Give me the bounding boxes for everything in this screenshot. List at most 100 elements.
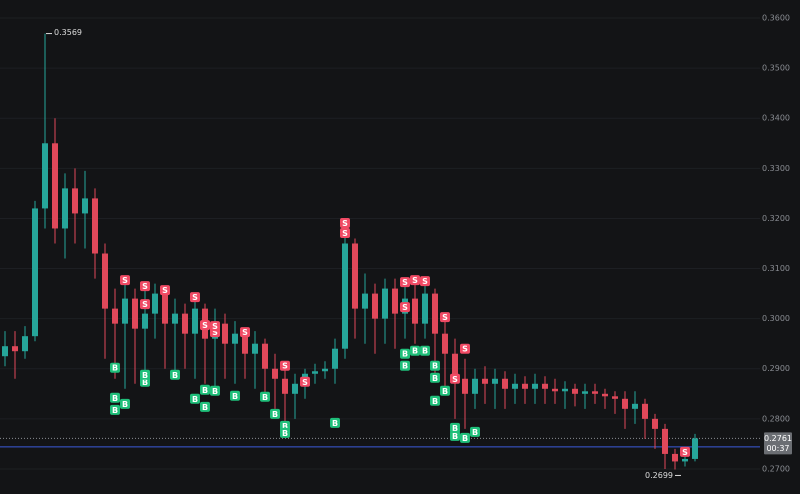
candle-body (582, 391, 588, 394)
candle-body (452, 353, 458, 379)
sells-marker-label: S (412, 276, 418, 285)
buys-marker-label: B (432, 374, 438, 383)
buys-marker (470, 426, 480, 437)
sells-marker (280, 360, 290, 371)
candle-body (602, 393, 608, 397)
buys-marker-label: B (142, 378, 148, 387)
buys-marker-label: B (212, 387, 218, 396)
y-tick-label: 0.2800 (762, 414, 790, 423)
buys-marker (210, 385, 220, 396)
y-tick-label: 0.3300 (762, 164, 790, 173)
sells-marker-label: S (212, 328, 218, 337)
sells-marker-label: S (122, 276, 128, 285)
candle-body (412, 298, 418, 324)
candle-body (352, 243, 358, 309)
buys-marker (450, 422, 460, 433)
sells-marker-label: S (452, 375, 458, 384)
buys-marker (120, 398, 130, 409)
buys-marker-label: B (442, 387, 448, 396)
buys-marker (330, 417, 340, 428)
buys-marker-label: B (432, 397, 438, 406)
buys-marker (400, 348, 410, 359)
candle-body (612, 396, 618, 399)
buys-marker-label: B (142, 371, 148, 380)
y-tick-label: 0.3200 (762, 214, 790, 223)
candle-body (82, 198, 88, 214)
sells-marker (340, 227, 350, 238)
candle-body (502, 378, 508, 389)
candle-body (142, 313, 148, 329)
y-tick-label: 0.3500 (762, 64, 790, 73)
sells-marker (440, 312, 450, 323)
candle-body (122, 298, 128, 324)
buys-marker (200, 384, 210, 395)
sells-marker-label: S (162, 286, 168, 295)
sells-marker-label: S (682, 448, 688, 457)
buys-marker (410, 345, 420, 356)
y-tick-label: 0.3400 (762, 114, 790, 123)
sells-marker-label: S (242, 328, 248, 337)
candle-body (632, 403, 638, 409)
candle-body (72, 188, 78, 214)
candle-body (22, 336, 28, 352)
buys-marker-label: B (452, 432, 458, 441)
sells-marker-label: S (462, 345, 468, 354)
candle-body (242, 333, 248, 354)
sells-marker-label: S (342, 219, 348, 228)
sells-marker-label: S (302, 378, 308, 387)
buys-marker (280, 427, 290, 438)
sells-marker (300, 376, 310, 387)
buys-marker-label: B (202, 386, 208, 395)
sells-marker (680, 446, 690, 457)
candle-body (622, 398, 628, 409)
candle-body (322, 368, 328, 372)
buys-marker (110, 392, 120, 403)
sells-marker (210, 321, 220, 332)
sells-marker-label: S (142, 282, 148, 291)
buys-marker-label: B (412, 347, 418, 356)
buys-marker (140, 369, 150, 380)
candle-body (2, 346, 8, 357)
buys-marker-label: B (192, 395, 198, 404)
buys-marker-label: B (202, 403, 208, 412)
sells-marker (400, 302, 410, 313)
buys-marker (270, 408, 280, 419)
buys-marker (400, 360, 410, 371)
sells-marker-label: S (212, 322, 218, 331)
sells-marker-label: S (142, 300, 148, 309)
candle-body (462, 378, 468, 394)
high-annotation: 0.3569 (54, 28, 82, 37)
sells-marker-label: S (402, 278, 408, 287)
sells-marker (410, 275, 420, 286)
candle-body (682, 458, 688, 462)
sells-marker-label: S (192, 293, 198, 302)
sells-marker-label: S (442, 313, 448, 322)
buys-marker-label: B (432, 362, 438, 371)
sells-marker (420, 276, 430, 287)
sells-marker-label: S (282, 362, 288, 371)
sells-marker-label: S (342, 229, 348, 238)
candle-body (642, 403, 648, 419)
candle-body (132, 298, 138, 329)
candle-body (382, 288, 388, 319)
candle-body (282, 378, 288, 394)
candle-body (542, 383, 548, 389)
buys-marker (230, 390, 240, 401)
candle-body (192, 308, 198, 334)
buys-marker (260, 391, 270, 402)
candle-body (492, 378, 498, 384)
buys-marker-label: B (172, 371, 178, 380)
y-tick-label: 0.2700 (762, 464, 790, 473)
candle-body (662, 428, 668, 454)
buys-marker-label: B (262, 393, 268, 402)
sells-marker (340, 217, 350, 228)
candle-body (222, 323, 228, 344)
candle-body (532, 383, 538, 389)
sells-marker (190, 292, 200, 303)
sells-marker-label: S (402, 303, 408, 312)
candle-body (562, 388, 568, 392)
y-tick-label: 0.3600 (762, 14, 790, 23)
countdown-label: 00:37 (766, 444, 789, 453)
candle-body (182, 313, 188, 334)
buys-marker (110, 404, 120, 415)
